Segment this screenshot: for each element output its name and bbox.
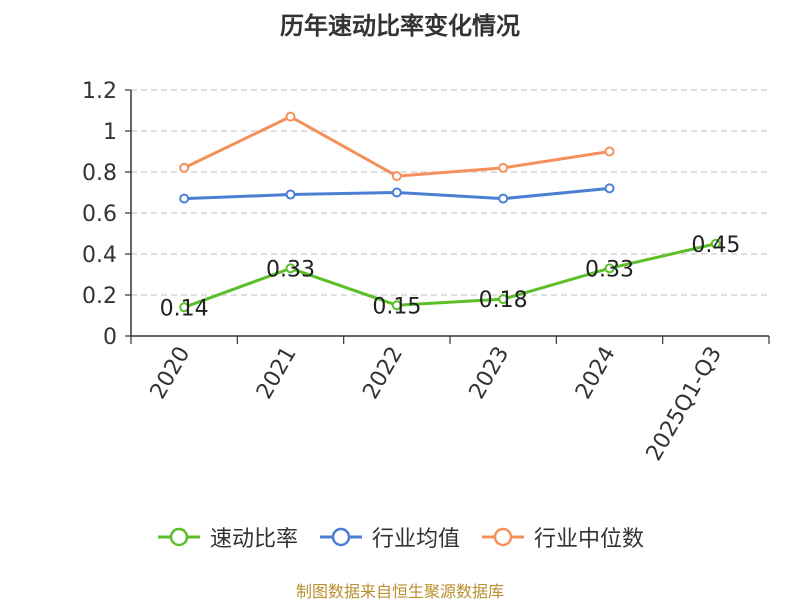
data-point [285, 263, 296, 274]
legend-marker-icon [482, 527, 524, 547]
data-point [179, 193, 190, 204]
x-tick-label: 2025Q1-Q3 [642, 343, 727, 466]
legend: 速动比率 行业均值 行业中位数 [0, 520, 800, 554]
legend-label: 行业中位数 [534, 527, 645, 552]
legend-marker-icon [319, 527, 362, 547]
data-point [498, 193, 509, 204]
data-label: 0.45 [691, 233, 740, 258]
legend-label: 行业均值 [371, 527, 460, 552]
data-point [391, 187, 402, 198]
source-note: 制图数据来自恒生聚源数据库 [295, 582, 504, 601]
data-label: 0.33 [266, 257, 315, 282]
legend-item[interactable]: 行业均值 [318, 521, 460, 553]
y-tick-label: 0 [103, 325, 117, 350]
data-label: 0.14 [160, 296, 209, 321]
series-lines [179, 111, 721, 313]
y-tick-label: 0.4 [82, 243, 117, 268]
data-point [604, 146, 615, 157]
x-tick-label: 2024 [571, 343, 621, 404]
data-point [710, 238, 721, 249]
series-line [183, 242, 717, 309]
data-point [498, 162, 509, 173]
data-point [179, 162, 190, 173]
y-tick-label: 1 [103, 120, 117, 145]
series-line [183, 115, 610, 178]
data-point [285, 111, 296, 122]
data-point [604, 263, 615, 274]
x-tick-label: 2022 [358, 343, 408, 404]
data-label: 0.15 [372, 294, 421, 319]
data-point [391, 300, 402, 311]
legend-item[interactable]: 速动比率 [156, 521, 298, 553]
data-point [498, 294, 509, 305]
y-tick-label: 0.6 [82, 202, 117, 227]
legend-label: 速动比率 [209, 527, 298, 552]
x-tick-label: 2023 [465, 342, 515, 403]
data-point [391, 171, 402, 182]
axes: 0 0.2 0.4 0.6 0.8 1 1.2 2020 2021 2022 2023 2024 202… [82, 79, 770, 466]
data-label: 0.18 [479, 288, 528, 313]
x-tick-label: 2021 [252, 343, 302, 404]
legend-item[interactable]: 行业中位数 [480, 521, 644, 553]
y-tick-label: 1.2 [82, 79, 117, 104]
chart-title: 历年速动比率变化情况 [280, 12, 520, 40]
y-tick-label: 0.8 [82, 161, 117, 186]
data-labels: 0.14 0.33 0.15 0.18 0.33 0.45 [160, 233, 741, 322]
y-tick-label: 0.2 [82, 284, 117, 309]
x-tick-label: 2020 [146, 343, 196, 404]
data-point [285, 189, 296, 200]
data-point [179, 302, 190, 313]
data-point [604, 183, 615, 194]
grid-lines [131, 89, 769, 296]
data-label: 0.33 [585, 257, 634, 282]
legend-marker-icon [157, 527, 200, 547]
